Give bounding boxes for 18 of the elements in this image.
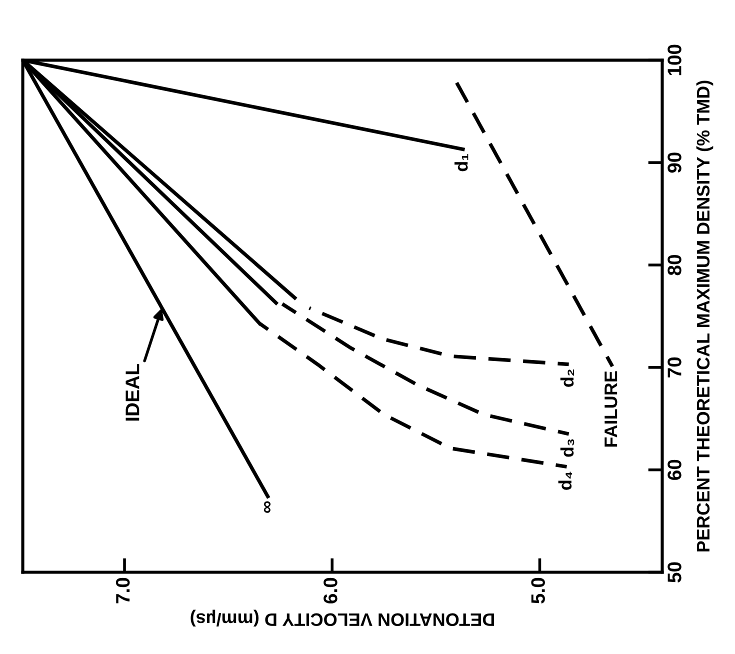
text: FAILURE <box>604 371 618 447</box>
x-axis-title: DETONATION VELOCITY D (mm/µs) <box>190 610 494 627</box>
y-tick-label: 80 <box>668 254 682 276</box>
annotation: IDEAL <box>126 364 140 421</box>
text: ∞ <box>264 501 271 513</box>
y-tick-label: 60 <box>668 460 682 480</box>
y-tick-label: 70 <box>668 357 682 378</box>
y-axis-title: PERCENT THEORETICAL MAXIMUM DENSITY (% TMD) <box>696 80 714 552</box>
text: d₃ <box>560 439 574 457</box>
text: d₁ <box>454 154 468 172</box>
y-tick-label: 90 <box>668 152 682 173</box>
x-tick-label: 5.0 <box>531 578 545 604</box>
x-tick-label: 6.0 <box>324 578 338 604</box>
x-tick-label: 7.0 <box>116 578 130 604</box>
y-tick-label: 50 <box>668 562 682 582</box>
text: d₂ <box>560 369 574 387</box>
text: d₄ <box>558 472 572 490</box>
y-tick-label: 100 <box>668 44 682 76</box>
